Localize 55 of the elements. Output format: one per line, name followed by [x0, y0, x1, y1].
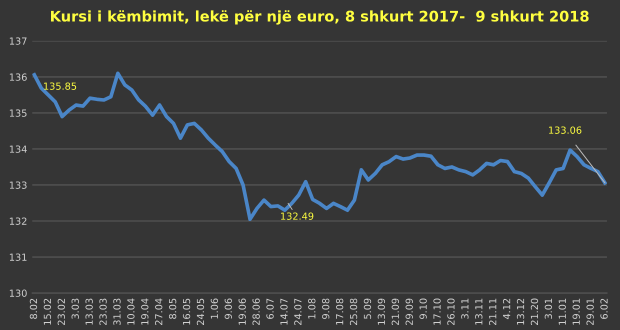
- x-tick-label: 10.04: [127, 298, 135, 325]
- x-tick-label: 29.09: [406, 298, 413, 326]
- x-tick-label: 21.20: [530, 298, 538, 326]
- x-tick-label: 6.07: [266, 298, 274, 319]
- x-tick-label: 23.02: [58, 298, 65, 326]
- x-tick-label: 19.06: [238, 298, 246, 325]
- annotation: 133.06: [549, 126, 582, 134]
- y-tick-label: 134: [10, 145, 27, 153]
- y-tick-label: 137: [10, 37, 27, 45]
- y-tick-label: 135: [10, 109, 27, 117]
- x-tick-label: 11.01: [558, 298, 566, 325]
- x-tick-label: 16.05: [182, 298, 190, 325]
- x-tick-label: 6.02: [600, 298, 608, 319]
- x-tick-label: 29.01: [586, 298, 594, 326]
- x-tick-label: 19.01: [572, 298, 580, 325]
- line-series: [32, 72, 607, 222]
- x-tick-label: 4.12: [502, 298, 510, 320]
- x-tick-label: 13.09: [378, 298, 386, 325]
- x-tick-label: 13.12: [516, 298, 524, 325]
- x-tick-label: 13.03: [85, 298, 93, 325]
- x-tick-label: 24.05: [196, 298, 204, 326]
- y-tick-label: 132: [10, 217, 26, 225]
- x-tick-label: 23.03: [99, 298, 107, 326]
- annotation: 132.49: [281, 212, 314, 220]
- x-tick-label: 17.08: [336, 298, 344, 325]
- y-tick-label: 130: [10, 290, 27, 297]
- y-tick-label: 136: [10, 73, 27, 81]
- x-tick-label: 3.03: [72, 298, 79, 319]
- x-tick-label: 31.03: [113, 298, 121, 325]
- x-tick-label: 8.02: [30, 298, 38, 319]
- annotation: 135.85: [44, 82, 76, 90]
- x-tick-label: 21.11: [489, 298, 496, 326]
- x-tick-label: 3.01: [544, 298, 552, 319]
- x-tick-label: 28.06: [252, 298, 260, 326]
- x-tick-label: 26.10: [447, 298, 455, 326]
- x-tick-label: 27.04: [155, 298, 162, 326]
- chart-title: Kursi i këmbimit, lekë për një euro, 8 shkurt 2017- 9 shkurt 2018: [51, 10, 589, 25]
- x-tick-label: 15.02: [44, 298, 52, 325]
- x-tick-label: 13.11: [475, 298, 482, 325]
- x-tick-label: 14.07: [280, 298, 288, 325]
- x-tick-label: 9.08: [322, 298, 330, 319]
- x-tick-label: 25.08: [350, 298, 358, 326]
- x-tick-label: 19.04: [141, 298, 148, 325]
- x-tick-label: 1.06: [210, 298, 218, 318]
- x-tick-label: 1.08: [308, 298, 316, 318]
- x-tick-label: 21.09: [392, 298, 399, 326]
- x-tick-label: 17.10: [433, 298, 441, 325]
- x-tick-label: 3.11: [461, 298, 469, 319]
- y-tick-label: 133: [10, 181, 27, 189]
- x-tick-label: 5.09: [364, 298, 372, 319]
- x-tick-label: 9.10: [419, 298, 427, 319]
- x-tick-label: 8.05: [168, 298, 176, 319]
- x-tick-label: 9.06: [224, 298, 232, 319]
- x-tick-label: 24.07: [294, 298, 302, 326]
- y-tick-label: 131: [10, 254, 26, 261]
